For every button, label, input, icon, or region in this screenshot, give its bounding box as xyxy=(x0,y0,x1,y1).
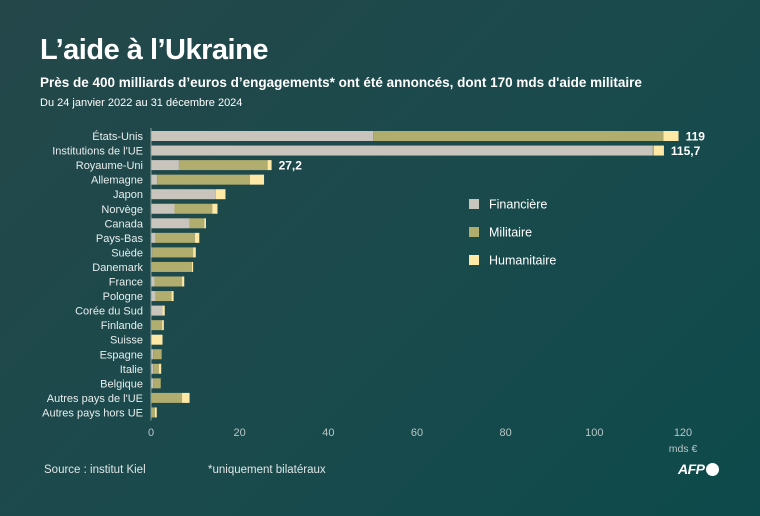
bar-segment-militaire xyxy=(153,378,161,389)
bar-segment-humanitaire xyxy=(194,232,200,243)
category-label: Pays-Bas xyxy=(96,233,144,245)
bar-segment-financière xyxy=(151,189,216,200)
category-label: États-Unis xyxy=(92,130,143,143)
bar-segment-financière xyxy=(151,160,179,171)
category-label: Autres pays hors UE xyxy=(42,407,143,419)
bar-segment-militaire xyxy=(155,291,172,302)
bar-segment-humanitaire xyxy=(191,261,194,272)
x-tick-label: 120 xyxy=(674,427,692,439)
source: Source : institut Kiel xyxy=(44,464,146,476)
bar-segment-militaire xyxy=(151,392,183,403)
category-label: Allemagne xyxy=(91,175,143,187)
bar-segment-humanitaire xyxy=(663,131,679,141)
bar-segment-humanitaire xyxy=(267,160,272,171)
bar-segment-militaire xyxy=(153,363,159,374)
category-label: Japon xyxy=(113,189,143,201)
bar-segment-financière xyxy=(151,218,190,229)
data-label: 27,2 xyxy=(279,159,303,173)
bar-segment-financière xyxy=(151,363,154,374)
data-label: 115,7 xyxy=(671,144,701,158)
bar-segment-militaire xyxy=(152,247,194,258)
bar-segment-financière xyxy=(151,378,154,389)
bar-segment-humanitaire xyxy=(653,145,664,156)
bar-segment-financière xyxy=(151,276,155,287)
bar-segment-militaire xyxy=(151,407,155,418)
bar-segment-financière xyxy=(151,291,156,302)
legend-label: Humanitaire xyxy=(489,254,556,268)
category-label: Autres pays de l'UE xyxy=(47,393,143,405)
afp-logo: AFP xyxy=(678,461,719,477)
bar-segment-humanitaire xyxy=(171,291,174,302)
category-label: Corée du Sud xyxy=(75,306,143,318)
bar-segment-militaire xyxy=(174,203,213,214)
bar-segment-militaire xyxy=(652,145,654,156)
bar-segment-humanitaire xyxy=(154,407,157,418)
x-tick-label: 80 xyxy=(500,427,512,439)
legend-swatch xyxy=(469,199,479,209)
category-label: Pologne xyxy=(103,291,143,303)
bar-segment-financière xyxy=(151,203,175,214)
bar-segment-financière xyxy=(151,247,153,258)
bar-segment-financière xyxy=(151,145,653,156)
x-tick-label: 0 xyxy=(148,427,154,439)
x-tick-label: 100 xyxy=(585,427,603,439)
bar-segment-humanitaire xyxy=(182,392,190,403)
bar-segment-militaire xyxy=(154,276,183,287)
category-label: Danemark xyxy=(92,262,143,274)
category-label: Suisse xyxy=(110,335,143,347)
bar-segment-humanitaire xyxy=(215,189,226,200)
data-label: 119 xyxy=(686,130,706,144)
bar-segment-militaire xyxy=(373,131,664,141)
category-label: Espagne xyxy=(100,349,143,361)
subtitle: Près de 400 milliards d’euros d’engageme… xyxy=(40,75,642,90)
bar-segment-humanitaire xyxy=(212,203,218,214)
x-unit-label: mds € xyxy=(669,443,698,455)
category-label: Suède xyxy=(111,247,143,259)
bar-segment-humanitaire xyxy=(249,174,265,185)
category-label: Institutions de l'UE xyxy=(52,146,143,158)
bar-segment-militaire xyxy=(155,232,195,243)
category-label: Belgique xyxy=(100,378,143,390)
bar-segment-militaire xyxy=(157,174,250,185)
bar-segment-financière xyxy=(151,131,374,141)
legend-label: Financière xyxy=(489,198,547,212)
bar-segment-humanitaire xyxy=(162,305,165,316)
bar-segment-financière xyxy=(151,174,158,185)
category-label: France xyxy=(109,277,143,289)
legend-swatch xyxy=(469,255,479,265)
bar-segment-humanitaire xyxy=(204,218,206,229)
x-tick-label: 40 xyxy=(322,427,334,439)
category-label: Norvège xyxy=(101,204,143,216)
bar-segment-humanitaire xyxy=(162,320,164,331)
period: Du 24 janvier 2022 au 31 décembre 2024 xyxy=(40,97,243,109)
bar-segment-humanitaire xyxy=(151,334,163,345)
category-label: Royaume-Uni xyxy=(76,160,143,172)
bar-segment-militaire xyxy=(189,218,205,229)
x-tick-label: 20 xyxy=(234,427,246,439)
category-label: Italie xyxy=(120,364,143,376)
bar-segment-humanitaire xyxy=(158,363,162,374)
bar-segment-financière xyxy=(151,232,156,243)
bar-segment-humanitaire xyxy=(193,247,196,258)
bar-segment-militaire xyxy=(178,160,268,171)
page-title: L’aide à l’Ukraine xyxy=(40,34,268,66)
bar-segment-financière xyxy=(151,349,154,360)
x-tick-label: 60 xyxy=(411,427,423,439)
legend-swatch xyxy=(469,227,479,237)
legend-label: Militaire xyxy=(489,226,532,240)
bar-segment-humanitaire xyxy=(182,276,185,287)
category-label: Canada xyxy=(104,218,143,230)
category-label: Finlande xyxy=(101,320,143,332)
footnote: *uniquement bilatéraux xyxy=(208,464,326,476)
bar-segment-militaire xyxy=(151,261,192,272)
bar-segment-financière xyxy=(151,305,163,316)
bar-segment-militaire xyxy=(153,349,162,360)
bar-segment-militaire xyxy=(151,320,163,331)
